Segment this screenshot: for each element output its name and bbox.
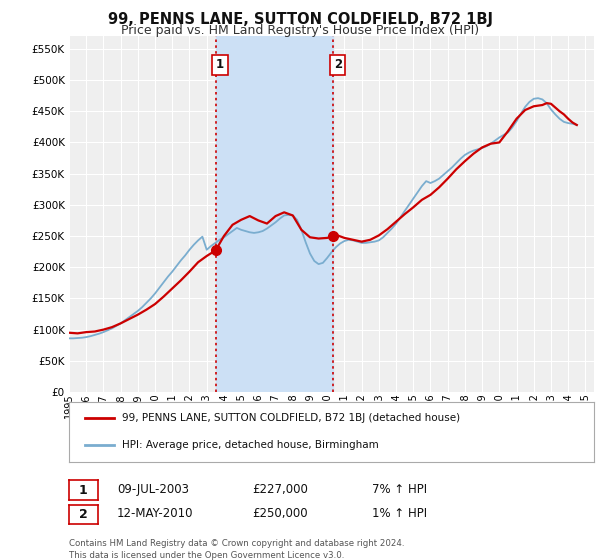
- Text: Price paid vs. HM Land Registry's House Price Index (HPI): Price paid vs. HM Land Registry's House …: [121, 24, 479, 37]
- Text: 12-MAY-2010: 12-MAY-2010: [117, 507, 193, 520]
- Text: £250,000: £250,000: [252, 507, 308, 520]
- Text: 2: 2: [334, 58, 342, 71]
- Text: 1: 1: [79, 483, 88, 497]
- Text: 2: 2: [79, 507, 88, 521]
- Bar: [215, 36, 334, 392]
- Text: 99, PENNS LANE, SUTTON COLDFIELD, B72 1BJ: 99, PENNS LANE, SUTTON COLDFIELD, B72 1B…: [107, 12, 493, 27]
- Text: £227,000: £227,000: [252, 483, 308, 496]
- Text: 7% ↑ HPI: 7% ↑ HPI: [372, 483, 427, 496]
- Text: 09-JUL-2003: 09-JUL-2003: [117, 483, 189, 496]
- Text: Contains HM Land Registry data © Crown copyright and database right 2024.
This d: Contains HM Land Registry data © Crown c…: [69, 539, 404, 559]
- Text: 1: 1: [216, 58, 224, 71]
- Text: HPI: Average price, detached house, Birmingham: HPI: Average price, detached house, Birm…: [121, 440, 378, 450]
- Text: 1% ↑ HPI: 1% ↑ HPI: [372, 507, 427, 520]
- Text: 99, PENNS LANE, SUTTON COLDFIELD, B72 1BJ (detached house): 99, PENNS LANE, SUTTON COLDFIELD, B72 1B…: [121, 413, 460, 423]
